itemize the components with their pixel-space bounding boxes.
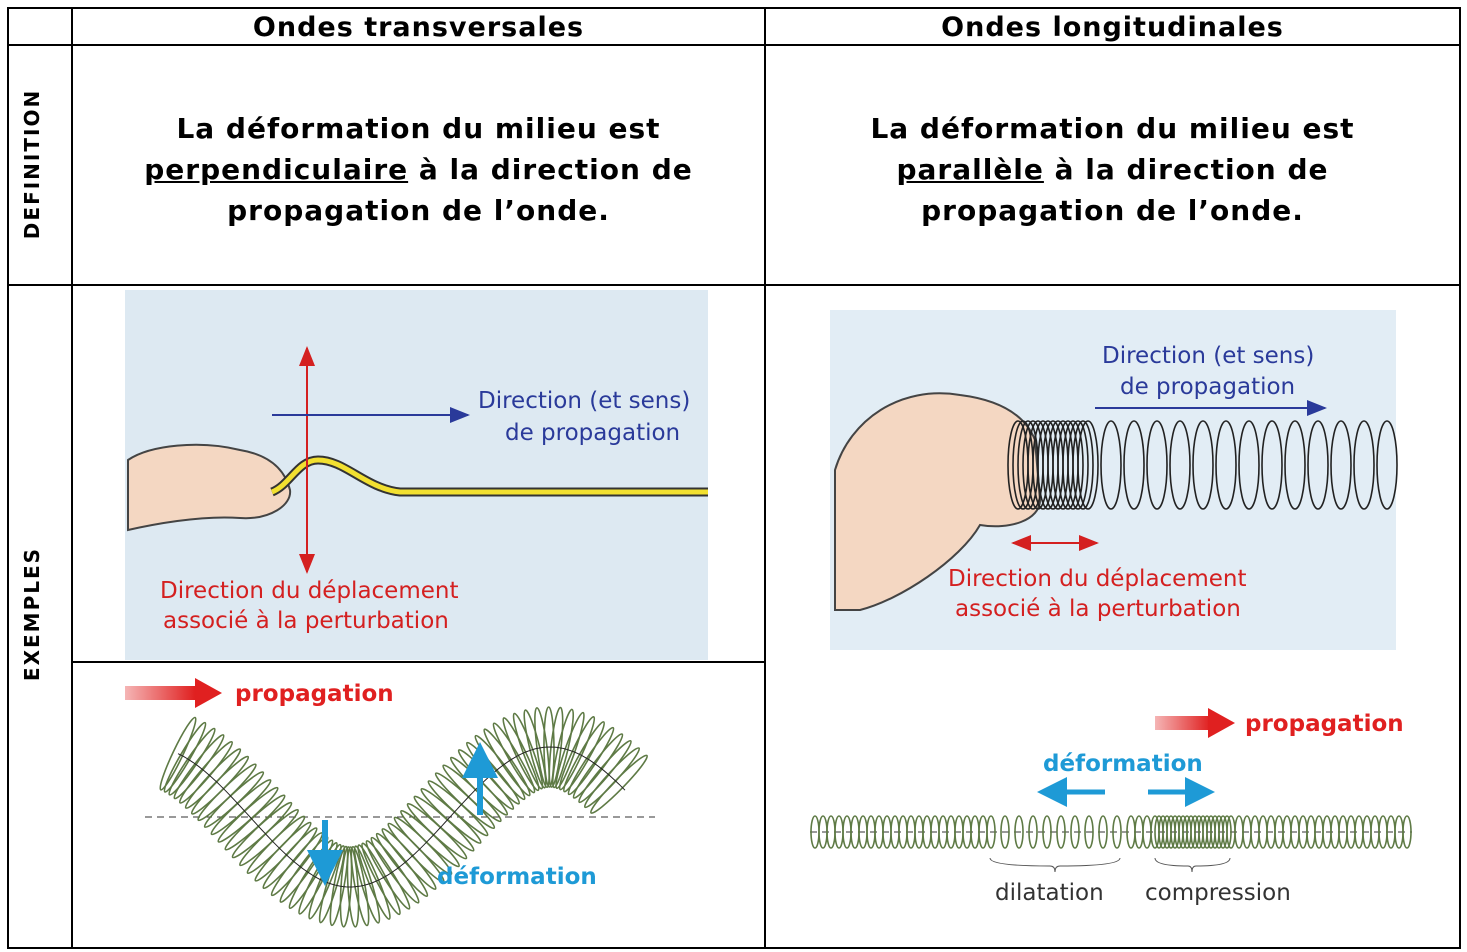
figure-label: Direction du déplacement xyxy=(948,566,1246,592)
coil xyxy=(1222,815,1232,849)
figure-label: de propagation xyxy=(505,420,680,446)
coil xyxy=(1353,420,1375,510)
hand xyxy=(127,443,292,532)
figure-label: Direction du déplacement xyxy=(160,578,458,604)
definition-text: à la direction de xyxy=(418,153,693,186)
definition-text: propagation de l’onde. xyxy=(921,194,1304,227)
coil xyxy=(1123,420,1145,510)
coil xyxy=(1072,420,1094,510)
coil xyxy=(1284,420,1306,510)
coil xyxy=(1146,420,1168,510)
arrow xyxy=(125,686,195,700)
arrow xyxy=(195,678,222,708)
coil xyxy=(1402,815,1412,849)
coil xyxy=(1330,420,1352,510)
figure-label: déformation xyxy=(1043,751,1203,777)
figure-label: propagation xyxy=(1245,711,1404,737)
coil xyxy=(1112,815,1122,849)
arrow xyxy=(1208,708,1235,738)
spring-axis xyxy=(177,746,626,888)
coil xyxy=(1376,420,1398,510)
definition-emphasis: perpendiculaire xyxy=(144,153,409,186)
coil xyxy=(1307,420,1329,510)
coil xyxy=(1042,815,1052,849)
coil xyxy=(1070,815,1080,849)
figure-label: associé à la perturbation xyxy=(163,608,449,634)
definition: La déformation du milieu est perpendicul… xyxy=(72,108,765,231)
rope xyxy=(270,457,708,495)
coil xyxy=(1067,420,1089,510)
coil xyxy=(1062,420,1084,510)
coil xyxy=(1077,420,1099,510)
definition-emphasis: parallèle xyxy=(896,153,1044,186)
column-header: Ondes transversales xyxy=(252,12,585,43)
figure-label: propagation xyxy=(235,681,394,707)
coil xyxy=(1014,815,1024,849)
arrow xyxy=(1155,716,1210,730)
coil xyxy=(1215,420,1237,510)
coil xyxy=(1056,815,1066,849)
brace xyxy=(989,857,1121,873)
definition-text: La déformation du milieu est xyxy=(870,112,1355,145)
figure-label: Direction (et sens) xyxy=(1102,343,1314,369)
definition-text: La déformation du milieu est xyxy=(176,112,661,145)
hand xyxy=(834,392,1042,611)
coil xyxy=(1084,815,1094,849)
figure-label: compression xyxy=(1145,880,1291,906)
coil xyxy=(1238,420,1260,510)
coil xyxy=(1098,815,1108,849)
column-header: Ondes longitudinales xyxy=(941,12,1284,43)
definition: La déformation du milieu est parallèle à… xyxy=(765,108,1460,231)
coil xyxy=(1169,420,1191,510)
table-grid xyxy=(7,7,1461,949)
figure-label: dilatation xyxy=(995,880,1104,906)
coil xyxy=(1100,420,1122,510)
brace xyxy=(1154,857,1231,873)
row-label: EXEMPLES xyxy=(20,546,44,682)
coil xyxy=(986,815,996,849)
figure-label: associé à la perturbation xyxy=(955,596,1241,622)
definition-text: propagation de l’onde. xyxy=(227,194,610,227)
coil xyxy=(1192,420,1214,510)
coil xyxy=(1000,815,1010,849)
definition-text: à la direction de xyxy=(1054,153,1329,186)
coil xyxy=(1261,420,1283,510)
coil xyxy=(1028,815,1038,849)
figure-label: de propagation xyxy=(1120,374,1295,400)
figure-label: déformation xyxy=(437,864,597,890)
figure-label: Direction (et sens) xyxy=(478,388,690,414)
row-label: DEFINITION xyxy=(20,88,44,240)
